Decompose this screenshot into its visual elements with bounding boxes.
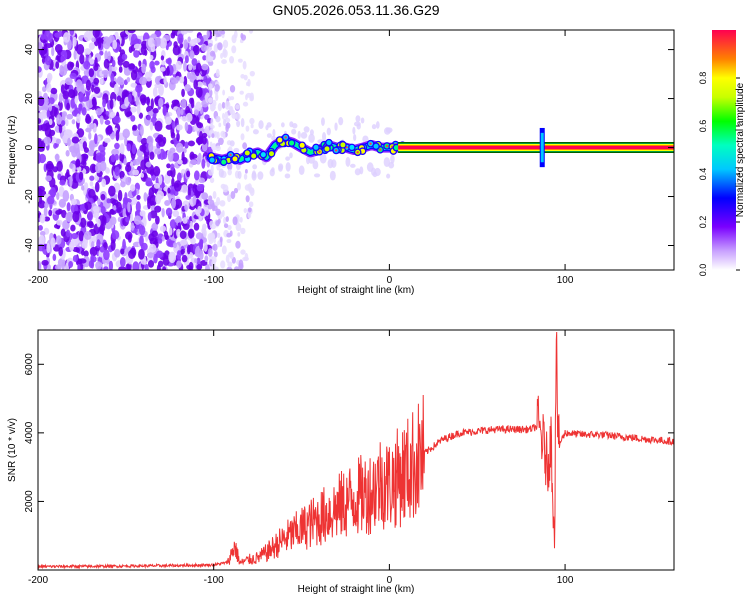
y-tick-label: 20	[24, 93, 35, 105]
y-tick-label: 6000	[24, 353, 35, 376]
colorbar-tick-label: 0.6	[698, 120, 708, 133]
colorbar-scale	[712, 30, 736, 270]
colorbar-label: Normalized spectral amplitude	[735, 82, 746, 217]
y-tick-label: -20	[24, 189, 35, 204]
x-tick-label: -100	[204, 275, 224, 286]
colorbar: 0.0 0.2 0.4 0.6 0.8 Normalized spectral ampl…	[698, 30, 746, 276]
y-tick-label: 4000	[24, 421, 35, 444]
spectrogram-noise-blobs	[38, 30, 395, 270]
y-tick-label: 2000	[24, 490, 35, 513]
spectrogram-frame	[37, 29, 675, 271]
snr-frame	[37, 329, 675, 571]
x-tick-label: 100	[557, 575, 574, 586]
y-tick-label: 40	[24, 44, 35, 56]
x-tick-label: -200	[28, 575, 48, 586]
colorbar-tick-label: 0.2	[698, 216, 708, 229]
snr-series-line	[38, 331, 674, 570]
colorbar-tick-label: 0.0	[698, 264, 708, 277]
ridge-blobs	[207, 133, 407, 166]
snr-y-label: SNR (10 * v/v)	[7, 418, 18, 482]
colorbar-ticks: 0.0 0.2 0.4 0.6 0.8	[698, 72, 740, 277]
x-tick-label: -200	[28, 275, 48, 286]
colorbar-tick-label: 0.8	[698, 72, 708, 85]
x-tick-label: -100	[204, 575, 224, 586]
snr-axes: -200 -100 0 100 2000 4000 6000	[24, 330, 674, 586]
y-tick-label: -40	[24, 238, 35, 253]
x-tick-label: 0	[387, 275, 393, 286]
x-tick-label: 100	[557, 275, 574, 286]
x-tick-label: 0	[387, 575, 393, 586]
spectrogram-image	[38, 30, 674, 270]
figure-title: GN05.2026.053.11.36.G29	[272, 2, 439, 18]
colorbar-tick-label: 0.4	[698, 168, 708, 181]
spectrogram-y-label: Frequency (Hz)	[7, 116, 18, 185]
snr-x-label: Height of straight line (km)	[298, 584, 415, 595]
spectrogram-x-label: Height of straight line (km)	[298, 285, 415, 296]
snr-panel: -200 -100 0 100 2000 4000 6000 Height of strai…	[7, 329, 675, 595]
y-tick-label: 0	[24, 144, 35, 150]
ridge-flat-band	[398, 127, 674, 168]
